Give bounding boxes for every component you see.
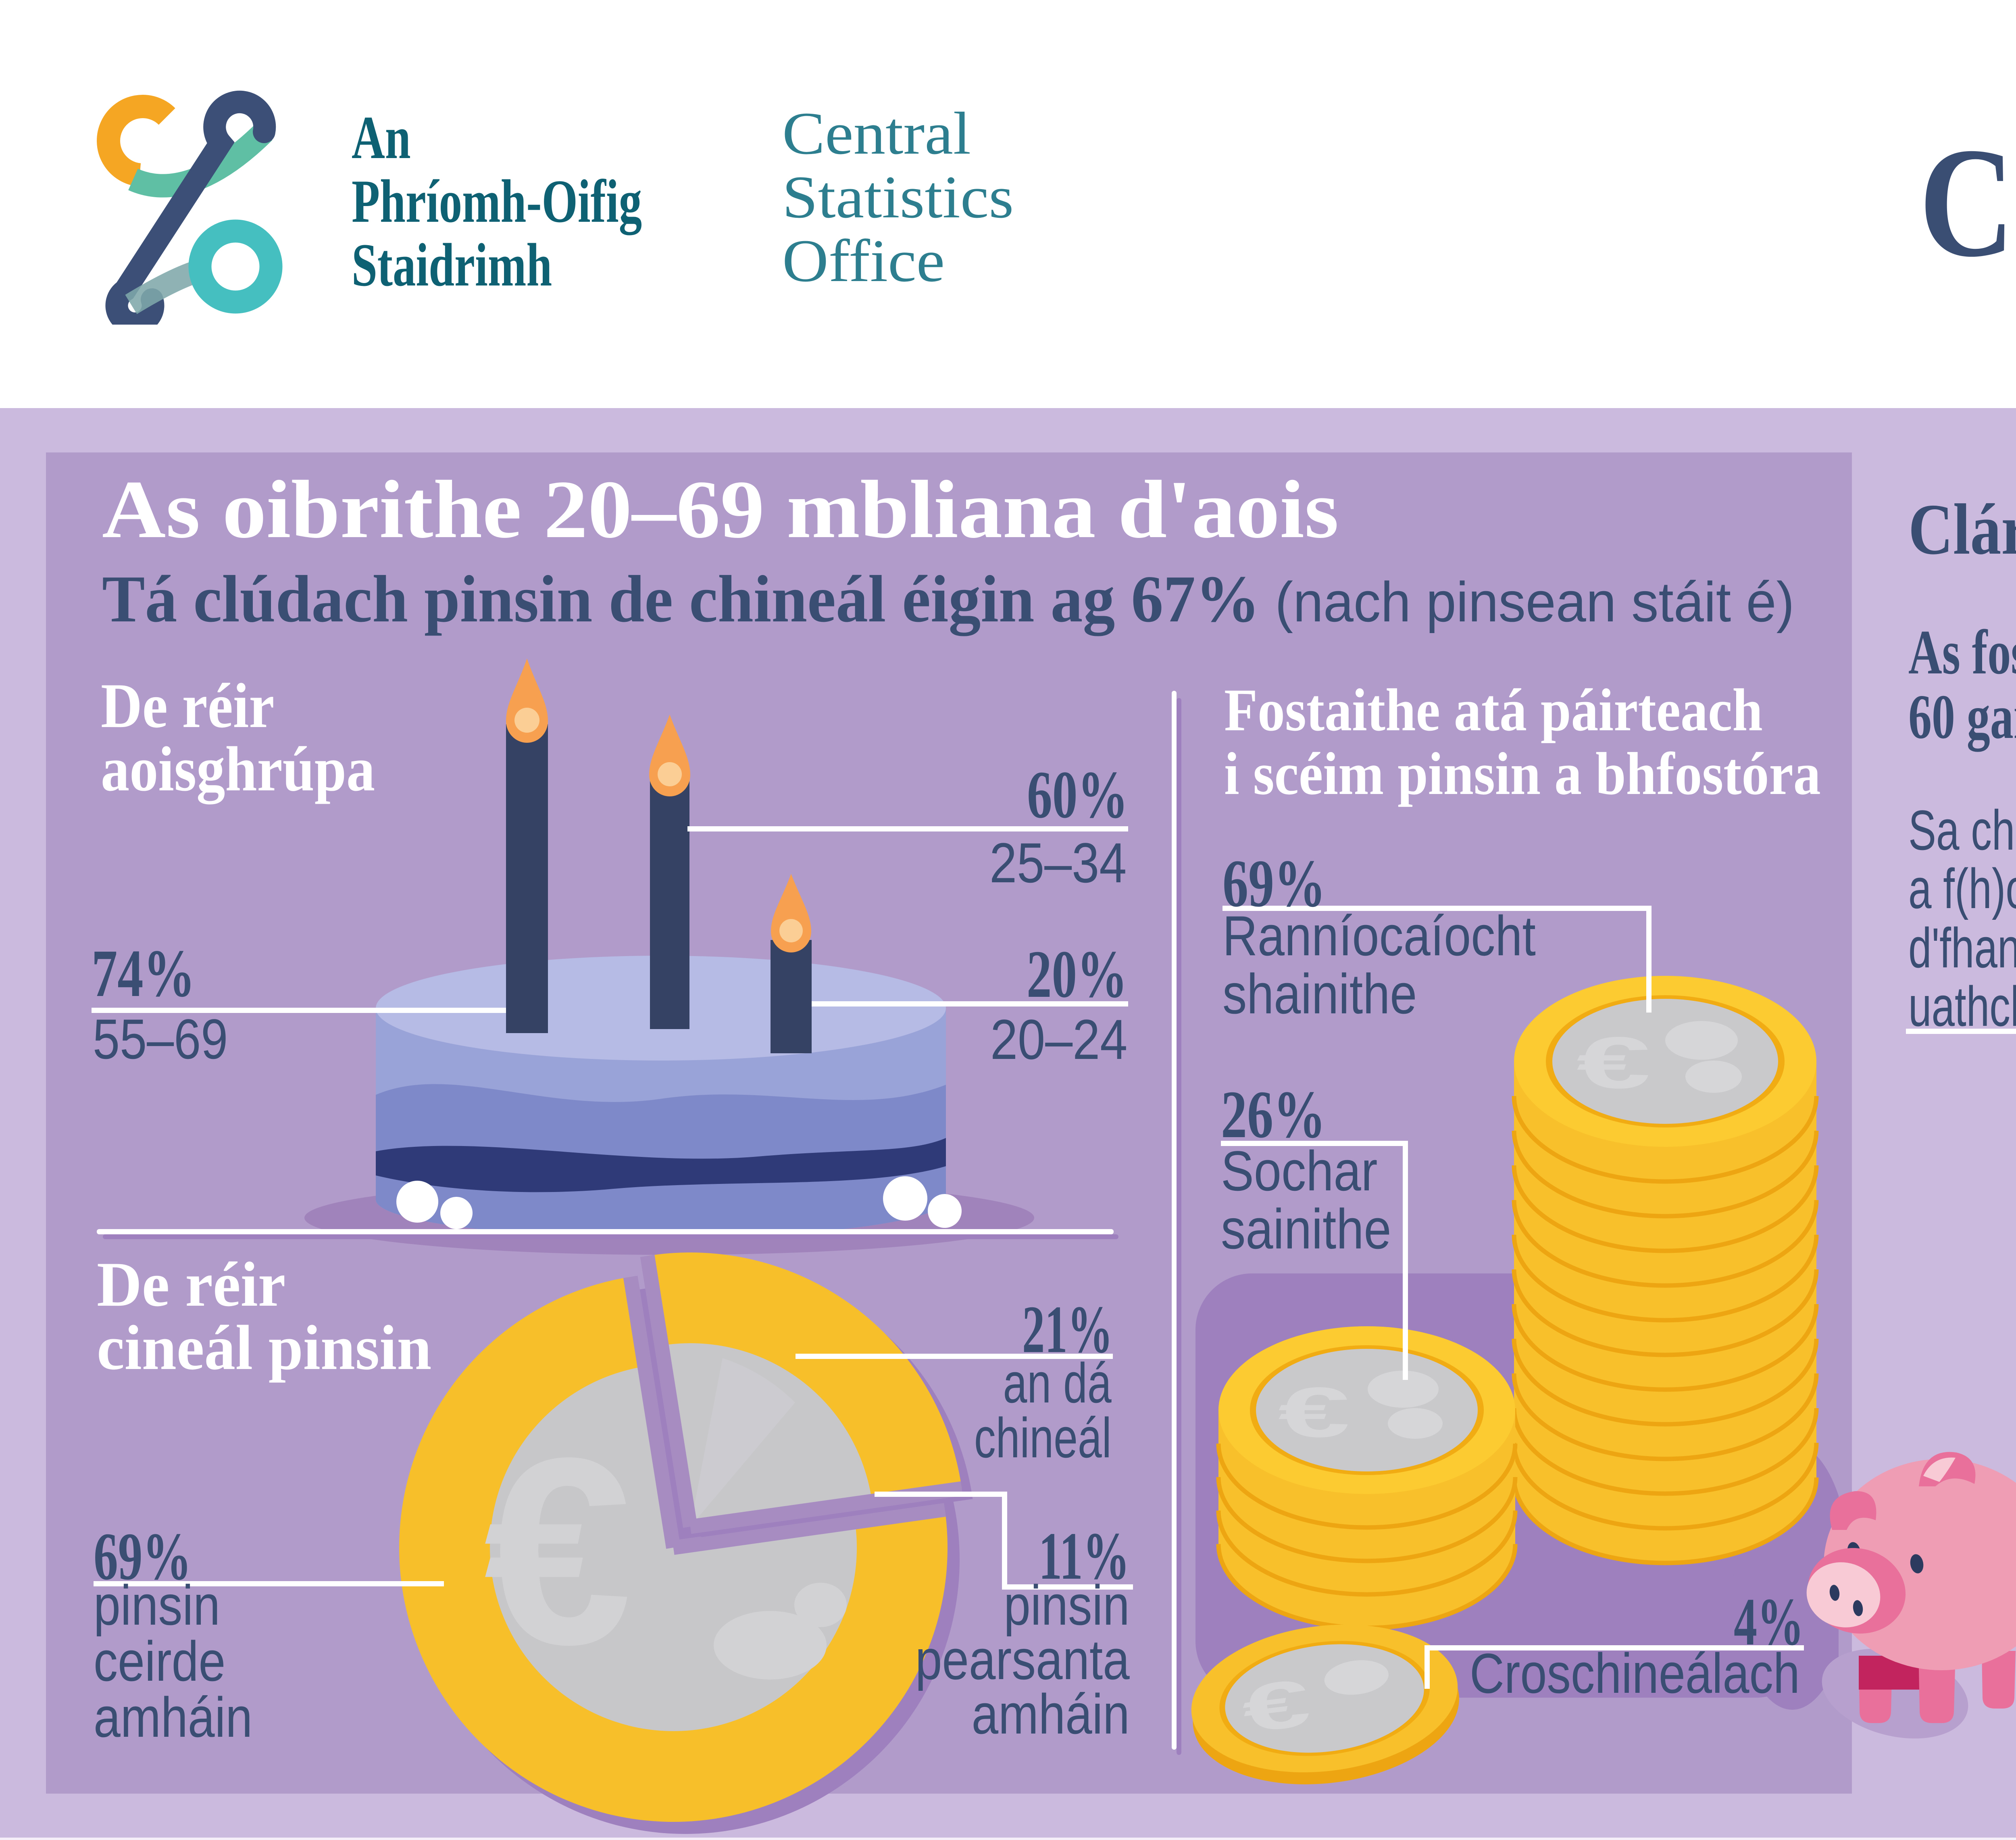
svg-text:€: € [1238,1665,1314,1747]
svg-text:€: € [1278,1373,1350,1452]
svg-text:€: € [484,1402,632,1700]
svg-text:€: € [1577,1022,1651,1103]
